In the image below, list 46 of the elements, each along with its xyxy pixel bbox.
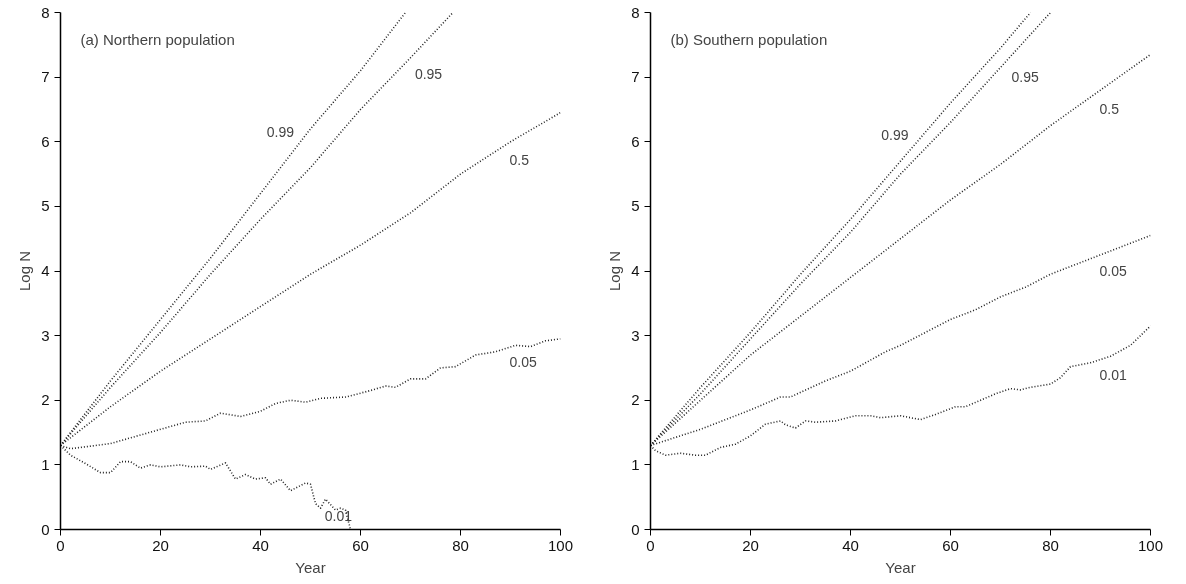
x-tick-label: 0 <box>646 536 655 554</box>
y-tick-label: 2 <box>631 391 640 409</box>
series-label: 0.5 <box>1099 101 1120 118</box>
y-tick-label: 6 <box>631 132 640 150</box>
y-tick-label: 7 <box>41 68 50 86</box>
y-tick-label: 5 <box>631 197 640 215</box>
text: (a) Northern population <box>80 31 235 48</box>
series-label: 0.01 <box>1099 366 1127 383</box>
series-label: 0.05 <box>1099 262 1127 279</box>
series-label: 0.95 <box>1011 69 1039 86</box>
y-tick-label: 8 <box>41 3 50 21</box>
x-tick-label: 100 <box>1137 536 1164 554</box>
series-label: 0.95 <box>414 66 443 83</box>
y-tick-label: 4 <box>631 262 640 279</box>
x-tick-label: 0 <box>56 536 65 554</box>
y-axis-title: Log N <box>16 250 34 292</box>
y-tick-label: 3 <box>631 326 640 344</box>
x-tick-label: 80 <box>1042 536 1059 554</box>
y-tick-label: 2 <box>41 391 50 409</box>
y-tick-label: 1 <box>631 455 640 473</box>
y-tick-label: 8 <box>631 3 640 21</box>
y-tick-label: 0 <box>41 520 50 538</box>
y-tick-label: 1 <box>41 455 50 473</box>
x-axis-title: Year <box>295 558 326 576</box>
y-tick-label: 4 <box>41 262 50 279</box>
series-label: 0.99 <box>266 123 295 140</box>
x-tick-label: 60 <box>352 536 369 554</box>
x-tick-label: 40 <box>842 536 859 554</box>
y-tick-label: 3 <box>41 326 50 344</box>
series-label: 0.99 <box>881 126 909 143</box>
series-label: 0.05 <box>509 354 537 371</box>
y-tick-label: 0 <box>631 520 640 538</box>
series-label: 0.01 <box>324 507 353 524</box>
y-axis-title: Log N <box>606 250 624 292</box>
x-axis-title: Year <box>885 558 916 576</box>
x-tick-label: 100 <box>547 536 574 554</box>
y-tick-label: 6 <box>41 132 50 150</box>
x-tick-label: 60 <box>942 536 959 554</box>
x-tick-label: 40 <box>252 536 269 554</box>
y-tick-label: 5 <box>41 197 50 215</box>
x-tick-label: 20 <box>742 536 759 554</box>
x-tick-label: 20 <box>152 536 169 554</box>
text: (b) Southern population <box>670 31 828 48</box>
series-label: 0.5 <box>509 152 530 169</box>
y-tick-label: 7 <box>631 68 640 86</box>
x-tick-label: 80 <box>452 536 469 554</box>
